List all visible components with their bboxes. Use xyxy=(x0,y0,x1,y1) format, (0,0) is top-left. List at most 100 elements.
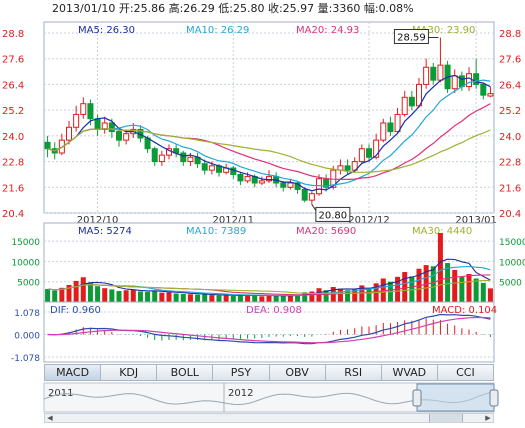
volume-bar xyxy=(223,295,229,302)
volume-bar xyxy=(166,292,172,302)
volume-bar xyxy=(409,276,415,302)
tab-wvad[interactable]: WVAD xyxy=(381,364,438,381)
navigator-left-handle xyxy=(412,389,422,407)
volume-bar xyxy=(302,292,308,302)
navigator-year-label: 2012 xyxy=(228,388,253,399)
tab-macd[interactable]: MACD xyxy=(44,364,102,381)
volume-bar xyxy=(252,295,258,302)
candle-body xyxy=(344,165,351,171)
volume-bar xyxy=(80,277,86,302)
volume-bar xyxy=(359,285,365,302)
candle-body xyxy=(308,193,315,201)
price-y-tick-right: 21.6 xyxy=(499,183,521,194)
volume-bar xyxy=(216,295,222,302)
volume-bar xyxy=(316,288,322,302)
volume-bar xyxy=(209,295,215,302)
candle-body xyxy=(73,113,80,128)
price-y-tick-left: 22.8 xyxy=(2,158,24,169)
scroll-right-arrow-icon[interactable]: ▶ xyxy=(485,414,491,422)
volume-legend-item: MA5: 5274 xyxy=(78,226,132,237)
volume-bar xyxy=(145,291,151,302)
price-y-tick-right: 27.6 xyxy=(499,55,521,66)
price-legend-item: MA5: 26.30 xyxy=(78,25,135,36)
volume-bar xyxy=(95,286,101,302)
price-y-tick-left: 25.2 xyxy=(2,106,24,117)
volume-bar xyxy=(159,292,165,302)
price-y-tick-right: 26.4 xyxy=(499,80,521,91)
volume-bar xyxy=(337,288,343,302)
candle-body xyxy=(87,103,94,120)
candle-body xyxy=(380,122,387,141)
volume-bar xyxy=(437,233,443,302)
volume-bar xyxy=(459,276,465,302)
volume-bar xyxy=(466,274,472,302)
candle-body xyxy=(266,176,272,182)
candle-body xyxy=(280,182,287,188)
volume-bar xyxy=(380,278,386,302)
volume-bar xyxy=(345,290,351,302)
volume-bar xyxy=(323,290,329,302)
price-legend-item: MA30: 23.90 xyxy=(412,25,475,36)
volume-bar xyxy=(87,282,93,302)
macd-legend-item: DIF: 0.960 xyxy=(50,305,101,316)
macd-y-tick-left: -1.078 xyxy=(11,354,40,364)
tab-cci[interactable]: CCI xyxy=(437,364,494,381)
candle-body xyxy=(208,165,215,171)
tab-rsi[interactable]: RSI xyxy=(325,364,382,381)
tab-obv[interactable]: OBV xyxy=(269,364,326,381)
tab-boll[interactable]: BOLL xyxy=(157,364,214,381)
volume-bar xyxy=(245,295,251,302)
candle-body xyxy=(108,122,115,133)
candle-body xyxy=(123,133,130,141)
volume-bar xyxy=(280,295,286,302)
volume-bar xyxy=(152,290,158,302)
candle-body xyxy=(66,126,72,141)
candle-body xyxy=(408,96,415,107)
price-panel: 28.8 28.8 27.6 27.6 26.4 26.4 25.2 25.2 24.0 24.0… xyxy=(2,21,521,226)
candle-body xyxy=(237,173,244,182)
price-y-tick-left: 20.4 xyxy=(2,209,24,220)
scroll-thumb[interactable] xyxy=(429,414,463,422)
volume-bar xyxy=(430,266,436,302)
volume-bar xyxy=(137,291,143,302)
volume-bar xyxy=(102,288,108,302)
navigator-selection-window xyxy=(416,383,495,412)
tab-kdj[interactable]: KDJ xyxy=(101,364,158,381)
tab-psy[interactable]: PSY xyxy=(213,364,270,381)
candle-body xyxy=(480,83,487,96)
volume-bar xyxy=(52,290,58,302)
candle-body xyxy=(187,156,194,163)
candle-body xyxy=(58,139,65,154)
navigator-panel: 2011 2012 xyxy=(43,382,499,413)
volume-bar xyxy=(287,295,293,302)
volume-bar xyxy=(266,295,272,302)
volume-bar xyxy=(402,271,408,302)
price-y-tick-left: 28.8 xyxy=(2,29,24,40)
volume-bar xyxy=(195,294,201,302)
navigator-scrollbar[interactable]: ◀ ▶ xyxy=(44,413,494,423)
price-y-tick-left: 24.0 xyxy=(2,132,24,143)
volume-bar xyxy=(487,288,493,302)
volume-bar xyxy=(109,289,115,302)
price-y-tick-left: 21.6 xyxy=(2,183,24,194)
price-x-label: 2013/01 xyxy=(455,215,497,226)
volume-bar xyxy=(330,286,336,302)
volume-y-tick-left: 15000 xyxy=(11,238,40,248)
volume-bar xyxy=(452,269,458,302)
candle-body xyxy=(430,66,437,81)
candle-body xyxy=(358,148,365,163)
volume-y-tick-right: 10000 xyxy=(499,258,525,268)
volume-bar xyxy=(309,291,315,302)
macd-dea-line xyxy=(47,316,491,344)
volume-bar xyxy=(295,294,301,302)
candle-body xyxy=(180,152,187,163)
price-legend-item: MA20: 24.93 xyxy=(296,25,359,36)
candle-body xyxy=(394,113,401,133)
candle-body xyxy=(437,64,444,81)
low-annotation-box xyxy=(315,206,351,222)
candle-body xyxy=(101,122,108,130)
scroll-left-arrow-icon[interactable]: ◀ xyxy=(47,414,53,422)
candle-body xyxy=(373,139,380,158)
candle-body xyxy=(116,131,122,141)
